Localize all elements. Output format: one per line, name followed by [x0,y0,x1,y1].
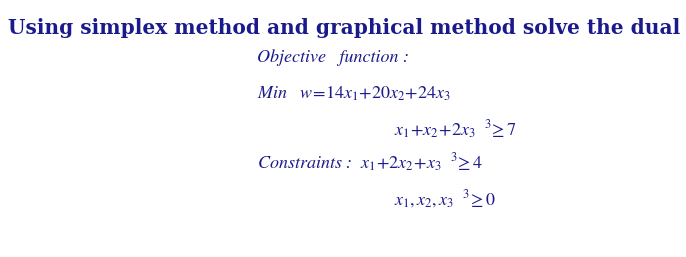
Text: $x_1\!+\!x_2\!+\!2x_3\ \ {}^3\!\geq 7$: $x_1\!+\!x_2\!+\!2x_3\ \ {}^3\!\geq 7$ [394,118,517,141]
Text: Min   $w\!=\!14x_1\!+\!20x_2\!+\!24x_3$: Min $w\!=\!14x_1\!+\!20x_2\!+\!24x_3$ [257,85,451,103]
Text: Using simplex method and graphical method solve the dual problems,: Using simplex method and graphical metho… [8,18,686,38]
Text: Constraints :  $x_1\!+\!2x_2\!+\!x_3\ \ {}^3\!\geq 4$: Constraints : $x_1\!+\!2x_2\!+\!x_3\ \ {… [257,152,484,175]
Text: $x_1,x_2,x_3\ \ {}^3\!\geq 0$: $x_1,x_2,x_3\ \ {}^3\!\geq 0$ [394,188,496,210]
Text: Objective   function :: Objective function : [257,49,410,66]
